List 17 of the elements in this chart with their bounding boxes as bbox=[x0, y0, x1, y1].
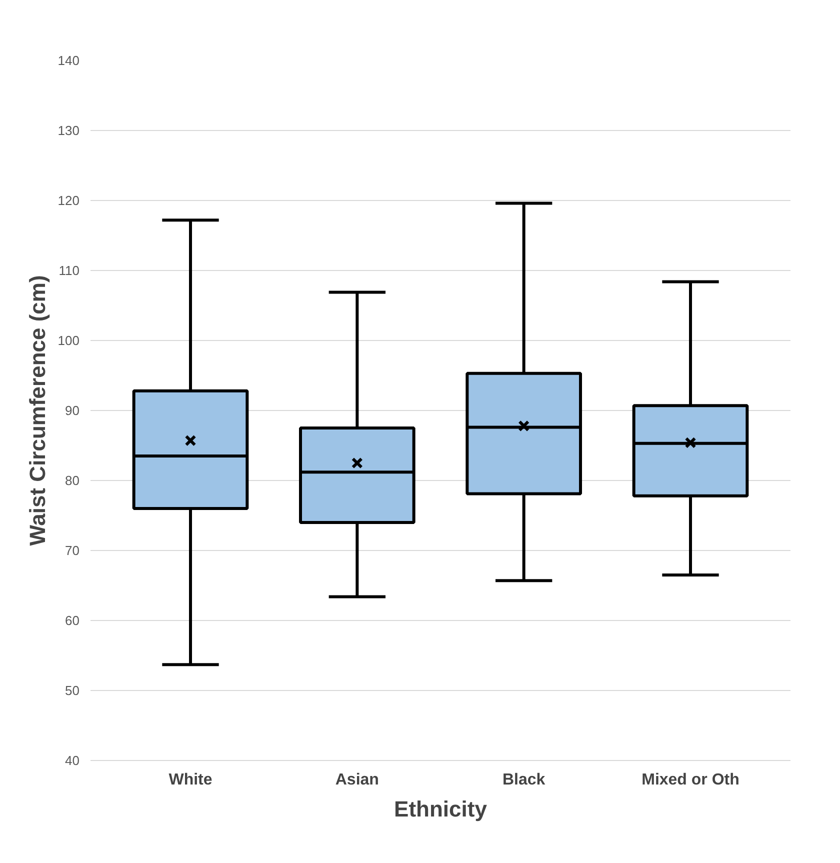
x-tick-label: Black bbox=[502, 772, 546, 788]
y-tick-label: 130 bbox=[58, 123, 80, 138]
y-tick-label: 60 bbox=[65, 613, 80, 628]
y-tick-label: 120 bbox=[58, 193, 80, 208]
y-tick-label: 80 bbox=[65, 473, 80, 488]
y-axis-title: Waist Circumference (cm) bbox=[24, 275, 50, 546]
y-tick-label: 90 bbox=[65, 403, 80, 418]
y-tick-label: 100 bbox=[58, 333, 80, 348]
x-tick-label: Asian bbox=[335, 772, 379, 788]
y-tick-label: 50 bbox=[65, 683, 80, 698]
x-tick-label: White bbox=[168, 772, 212, 788]
y-tick-label: 70 bbox=[65, 543, 80, 558]
y-tick-label: 40 bbox=[65, 753, 80, 768]
y-tick-label: 110 bbox=[58, 263, 80, 278]
x-axis-title: Ethnicity bbox=[394, 796, 488, 822]
x-tick-label: Mixed or Oth bbox=[642, 772, 740, 788]
y-tick-label: 140 bbox=[58, 53, 80, 68]
